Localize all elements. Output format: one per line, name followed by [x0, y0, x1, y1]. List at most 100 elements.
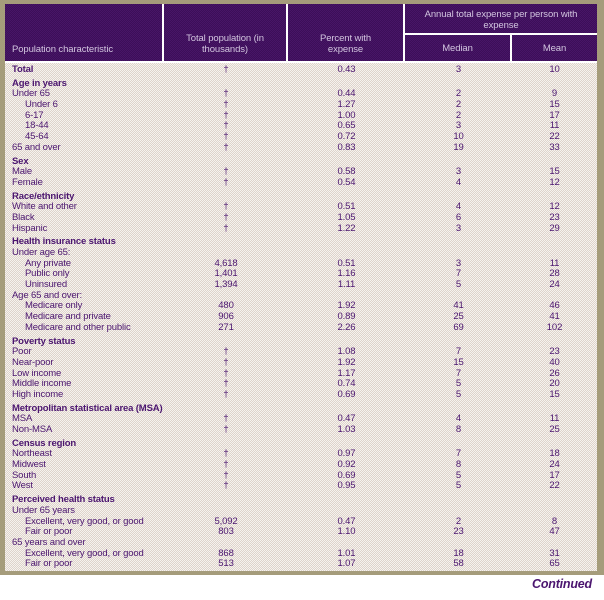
- table-row: Public only 1,401 1.16 7 28: [5, 269, 597, 280]
- cell-total-population: †: [223, 413, 229, 425]
- header-annual-expense-group: Annual total expense per person with exp…: [405, 4, 597, 61]
- row-label: Northeast: [12, 448, 52, 460]
- section-row: Health insurance status: [5, 237, 597, 248]
- table-row: Northeast † 0.97 7 18: [5, 449, 597, 460]
- table-row: Male † 0.58 3 15: [5, 167, 597, 178]
- row-label: Black: [12, 211, 35, 223]
- cell-median: 3: [455, 257, 462, 269]
- cell-median: 2: [455, 88, 462, 100]
- group-row: 65 years and over: [5, 536, 597, 549]
- cell-total-population: †: [223, 120, 229, 132]
- row-label: Census region: [12, 437, 77, 449]
- row-label: West: [12, 480, 33, 492]
- cell-median: 19: [453, 141, 464, 153]
- cell-total-population: 1,394: [214, 279, 238, 291]
- cell-percent-with-expense: 0.58: [337, 166, 356, 178]
- cell-percent-with-expense: 0.69: [337, 469, 356, 481]
- cell-total-population: 271: [218, 321, 234, 333]
- cell-mean: 12: [549, 201, 560, 213]
- row-label: Health insurance status: [12, 236, 116, 248]
- group-row: Age 65 and over:: [5, 290, 597, 302]
- cell-mean: 15: [549, 388, 560, 400]
- cell-median: 5: [455, 378, 462, 390]
- row-label: Low income: [12, 367, 62, 379]
- header-mean: Mean: [512, 35, 597, 61]
- cell-percent-with-expense: 1.07: [337, 558, 356, 570]
- cell-mean: 11: [549, 120, 560, 132]
- cell-total-population: †: [223, 109, 229, 121]
- cell-total-population: 906: [218, 311, 234, 323]
- row-label: Perceived health status: [12, 494, 115, 506]
- cell-total-population: †: [223, 99, 229, 111]
- cell-percent-with-expense: 0.72: [337, 131, 356, 143]
- cell-mean: 23: [549, 346, 560, 358]
- row-label: Fair or poor: [25, 558, 73, 570]
- row-label: Poor: [12, 346, 32, 358]
- header-total-population: Total population (in thousands): [164, 4, 288, 61]
- cell-median: 5: [455, 388, 462, 400]
- row-label: Medicare and private: [25, 311, 111, 323]
- cell-mean: 65: [549, 558, 560, 570]
- table-row: Medicare and other public 271 2.26 69 102: [5, 321, 597, 334]
- table-row: 18-44 † 0.65 3 11: [5, 121, 597, 132]
- cell-mean: 29: [549, 222, 560, 234]
- cell-mean: 17: [549, 109, 560, 121]
- cell-total-population: †: [223, 448, 229, 460]
- header-label: Median: [442, 42, 473, 54]
- table-row: Fair or poor 513 1.07 58 65: [5, 559, 597, 570]
- row-label: Male: [12, 166, 32, 178]
- section-row: Age in years: [5, 78, 597, 90]
- table-row: South † 0.69 5 17: [5, 469, 597, 482]
- cell-percent-with-expense: 0.89: [337, 311, 356, 323]
- cell-percent-with-expense: 0.69: [337, 388, 356, 400]
- cell-median: 69: [453, 321, 464, 333]
- cell-total-population: †: [223, 141, 229, 153]
- table-row: Non-MSA † 1.03 8 25: [5, 424, 597, 436]
- cell-total-population: †: [223, 64, 229, 75]
- table-row: Middle income † 0.74 5 20: [5, 379, 597, 390]
- group-row: Under age 65:: [5, 247, 597, 259]
- cell-mean: 20: [549, 378, 560, 390]
- cell-mean: 10: [549, 64, 560, 75]
- row-label: 65 years and over: [12, 536, 86, 548]
- cell-mean: 17: [549, 469, 560, 481]
- row-label: Under 65: [12, 88, 50, 100]
- header-median: Median: [405, 35, 512, 61]
- section-row: Race/ethnicity: [5, 190, 597, 203]
- row-label: Female: [12, 176, 43, 188]
- row-label: Under 65 years: [12, 504, 75, 516]
- cell-percent-with-expense: 1.16: [337, 268, 356, 280]
- row-label: Race/ethnicity: [12, 190, 75, 202]
- row-label: Hispanic: [12, 222, 48, 234]
- cell-total-population: †: [223, 166, 229, 178]
- cell-percent-with-expense: 1.11: [337, 279, 356, 291]
- table-row: Any private 4,618 0.51 3 11: [5, 257, 597, 270]
- cell-median: 10: [453, 131, 464, 143]
- cell-percent-with-expense: 1.10: [337, 526, 356, 538]
- cell-percent-with-expense: 1.92: [337, 356, 356, 368]
- cell-mean: 22: [549, 131, 560, 143]
- table-row: Excellent, very good, or good 868 1.01 18 31: [5, 548, 597, 560]
- table-row: West † 0.95 5 22: [5, 481, 597, 492]
- continued-note: Continued: [532, 577, 592, 591]
- row-label: 6-17: [25, 109, 44, 121]
- cell-percent-with-expense: 0.54: [337, 176, 356, 188]
- cell-percent-with-expense: 0.65: [337, 120, 356, 132]
- header-percent-with-expense: Percent with expense: [288, 4, 405, 61]
- header-separator-line: [5, 61, 597, 63]
- row-label: Fair or poor: [25, 526, 73, 538]
- table-row: Total † 0.43 3 10: [5, 64, 597, 76]
- cell-total-population: 4,618: [214, 257, 238, 269]
- table-row: Under 65 † 0.44 2 9: [5, 89, 597, 100]
- cell-percent-with-expense: 0.51: [337, 201, 356, 213]
- table-header-row: Population characteristic Total populati…: [5, 4, 597, 61]
- cell-median: 15: [453, 356, 464, 368]
- cell-median: 3: [455, 64, 462, 75]
- cell-percent-with-expense: 0.74: [337, 378, 356, 390]
- cell-mean: 33: [549, 141, 560, 153]
- cell-percent-with-expense: 1.03: [337, 424, 356, 435]
- cell-median: 4: [455, 201, 462, 213]
- row-label: Metropolitan statistical area (MSA): [12, 402, 163, 414]
- row-label: MSA: [12, 413, 33, 425]
- cell-mean: 102: [546, 321, 563, 333]
